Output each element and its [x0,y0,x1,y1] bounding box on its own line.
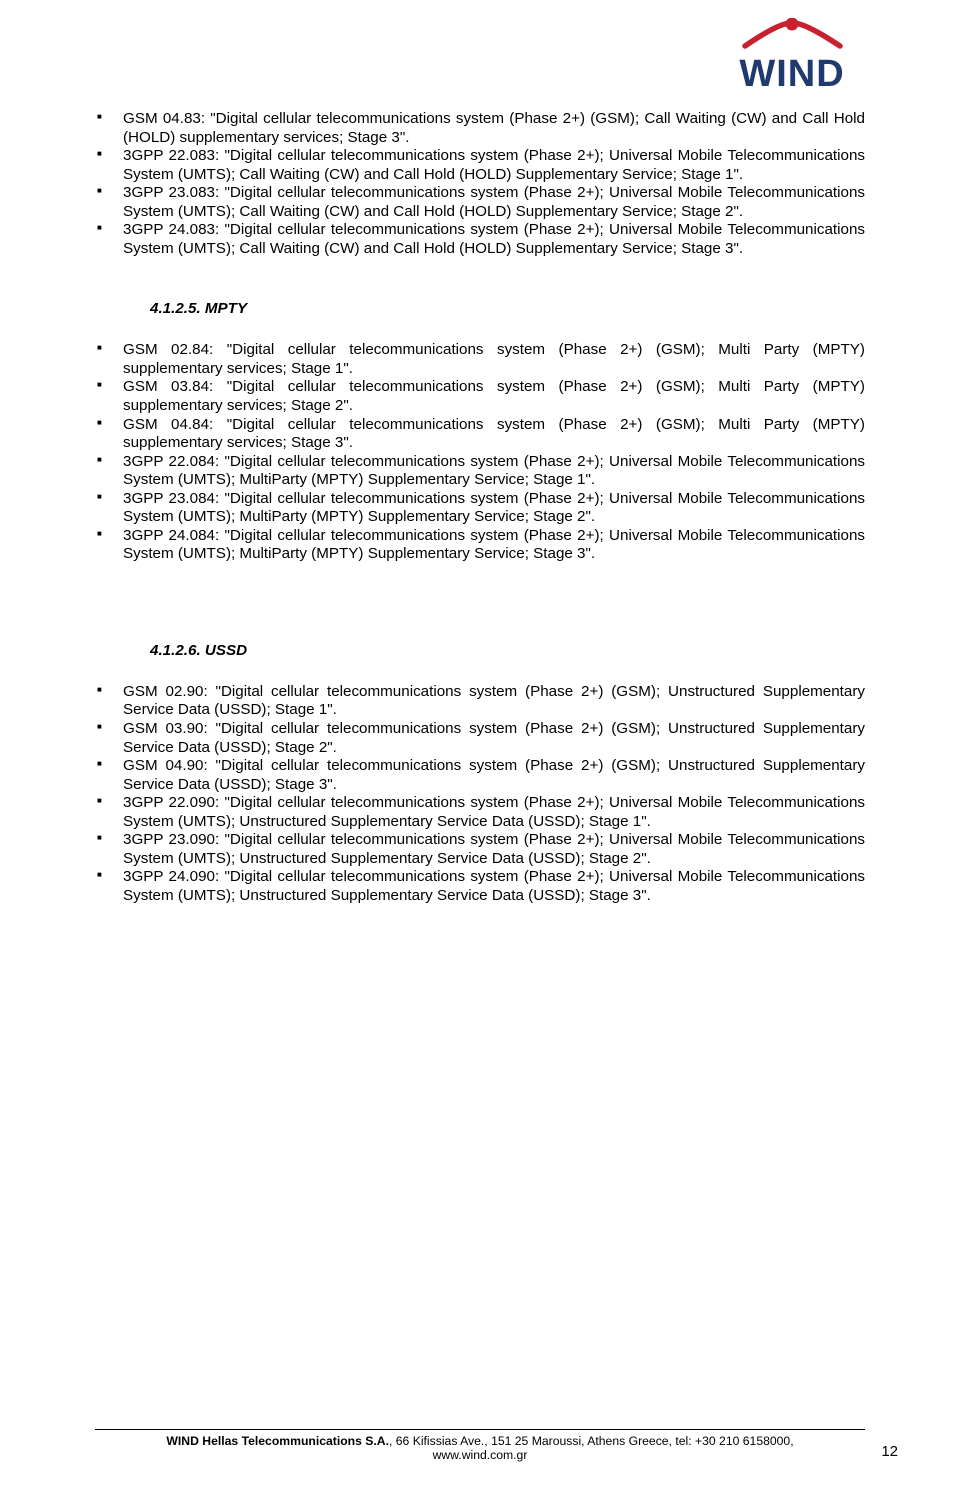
list-item: 3GPP 24.090: "Digital cellular telecommu… [95,868,865,905]
list-item-text: GSM 03.90: "Digital cellular telecommuni… [123,720,865,756]
list-item: 3GPP 24.084: "Digital cellular telecommu… [95,527,865,564]
list-item: GSM 03.90: "Digital cellular telecommuni… [95,720,865,757]
list-item: 3GPP 23.083: "Digital cellular telecommu… [95,184,865,221]
list-item: GSM 04.84: "Digital cellular telecommuni… [95,416,865,453]
list-item: GSM 02.84: "Digital cellular telecommuni… [95,341,865,378]
page-content: GSM 04.83: "Digital cellular telecommuni… [95,30,865,906]
list-item-text: GSM 03.84: "Digital cellular telecommuni… [123,378,865,414]
spec-list-cw-hold: GSM 04.83: "Digital cellular telecommuni… [95,110,865,258]
list-item: 3GPP 23.090: "Digital cellular telecommu… [95,831,865,868]
list-item-text: 3GPP 22.084: "Digital cellular telecommu… [123,453,865,489]
spec-list-mpty: GSM 02.84: "Digital cellular telecommuni… [95,341,865,564]
list-item-text: GSM 04.84: "Digital cellular telecommuni… [123,416,865,452]
list-item-text: GSM 02.90: "Digital cellular telecommuni… [123,683,865,719]
list-item-text: 3GPP 24.090: "Digital cellular telecommu… [123,868,865,904]
list-item: GSM 02.90: "Digital cellular telecommuni… [95,683,865,720]
list-item: GSM 04.90: "Digital cellular telecommuni… [95,757,865,794]
list-item-text: 3GPP 22.090: "Digital cellular telecommu… [123,794,865,830]
spec-list-ussd: GSM 02.90: "Digital cellular telecommuni… [95,683,865,906]
list-item-text: 3GPP 22.083: "Digital cellular telecommu… [123,147,865,183]
section-heading-ussd: 4.1.2.6. USSD [150,642,865,659]
list-item: 3GPP 22.083: "Digital cellular telecommu… [95,147,865,184]
document-page: WIND GSM 04.83: "Digital cellular teleco… [0,0,960,1490]
wind-logo: WIND [720,18,865,98]
list-item-text: 3GPP 23.083: "Digital cellular telecommu… [123,184,865,220]
list-item-text: 3GPP 24.084: "Digital cellular telecommu… [123,527,865,563]
section-heading-mpty: 4.1.2.5. MPTY [150,300,865,317]
list-item-text: GSM 04.83: "Digital cellular telecommuni… [123,110,865,146]
list-item-text: GSM 02.84: "Digital cellular telecommuni… [123,341,865,377]
list-item-text: 3GPP 23.090: "Digital cellular telecommu… [123,831,865,867]
list-item: 3GPP 23.084: "Digital cellular telecommu… [95,490,865,527]
footer-line-1: WIND Hellas Telecommunications S.A., 66 … [95,1434,865,1448]
svg-text:WIND: WIND [739,53,844,95]
footer-company: WIND Hellas Telecommunications S.A. [166,1434,389,1448]
page-number: 12 [881,1443,898,1460]
footer-address: , 66 Kifissias Ave., 151 25 Maroussi, At… [389,1434,794,1448]
list-item: 3GPP 22.090: "Digital cellular telecommu… [95,794,865,831]
list-item-text: GSM 04.90: "Digital cellular telecommuni… [123,757,865,793]
page-footer: WIND Hellas Telecommunications S.A., 66 … [95,1429,865,1462]
list-item-text: 3GPP 24.083: "Digital cellular telecommu… [123,221,865,257]
list-item: GSM 03.84: "Digital cellular telecommuni… [95,378,865,415]
footer-url: www.wind.com.gr [95,1448,865,1462]
list-item: 3GPP 24.083: "Digital cellular telecommu… [95,221,865,258]
list-item-text: 3GPP 23.084: "Digital cellular telecommu… [123,490,865,526]
list-item: 3GPP 22.084: "Digital cellular telecommu… [95,453,865,490]
list-item: GSM 04.83: "Digital cellular telecommuni… [95,110,865,147]
